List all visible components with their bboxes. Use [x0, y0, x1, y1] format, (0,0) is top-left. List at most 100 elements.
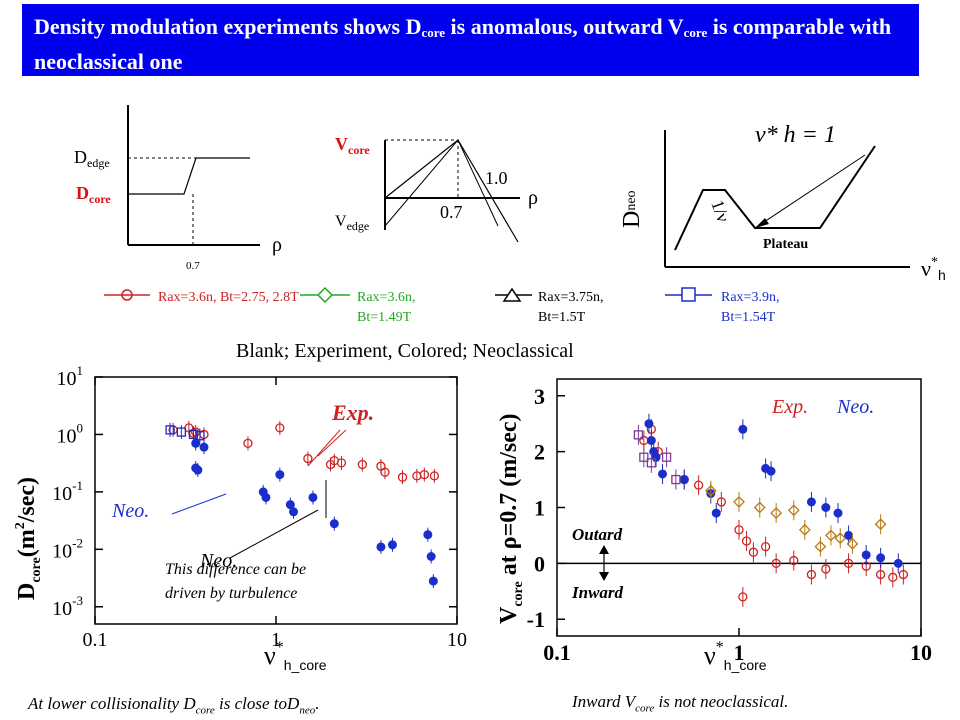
plot-right-point: [760, 541, 771, 552]
schematic1-dedge-label: Dedge: [74, 147, 110, 170]
plot-right-points: [633, 413, 909, 607]
schematic2-label-1-0: 1.0: [485, 168, 508, 188]
schematic3-y-label: Dneo: [619, 190, 645, 228]
plot-left-point: [195, 431, 205, 441]
plot-left-y-tick-label: 10-3: [52, 593, 83, 620]
plot-right-point: [874, 518, 887, 531]
plot-left-neo2-arrow: [229, 509, 319, 559]
plot-left-point: [387, 540, 397, 550]
plot-right-point: [806, 569, 817, 580]
plot-left-y-tick-label: 101: [57, 363, 84, 390]
plot-left-exp-arrow-1: [307, 429, 341, 467]
schematic2-label-0-7: 0.7: [440, 202, 463, 222]
plot-right-point: [821, 564, 831, 574]
plot-right-point: [639, 452, 649, 462]
title-text-1: Density modulation experiments shows D: [34, 14, 422, 39]
plot-right-point: [748, 547, 759, 557]
schematic3-equation: ν* h = 1: [755, 122, 836, 148]
schematic2-vcore-label: Vcore: [335, 134, 370, 157]
plot-left-exp-label: Exp.: [331, 400, 374, 425]
plot-left-point: [429, 471, 440, 481]
plot-right-point: [658, 469, 668, 479]
plot-right-neo-label: Neo.: [836, 396, 874, 418]
plot-right-point: [843, 558, 854, 569]
plot-right-point: [861, 550, 871, 560]
plot-left-neo-arrow: [171, 493, 227, 515]
plot-right-point: [633, 430, 644, 440]
schematic2-rho: ρ: [528, 187, 538, 209]
schematic3-arrow-head: [755, 218, 769, 228]
plot-left-x-tick-label: 0.1: [83, 629, 108, 651]
plot-left-y-label: Dcore(m2/sec): [13, 477, 44, 600]
plot-left-point: [397, 472, 408, 482]
plot-right-y-tick-label: 2: [534, 440, 545, 465]
schematic1-rho: ρ: [272, 234, 282, 256]
plot-left-point: [336, 458, 347, 468]
plot-right-point: [741, 536, 752, 546]
schematic3-curve: [674, 145, 876, 251]
plot-right-point: [704, 484, 717, 497]
plot-right-point: [821, 503, 831, 512]
plot-left-exp-arrow-2: [317, 429, 347, 457]
plot-left-point: [191, 438, 201, 448]
plot-right-point: [806, 497, 816, 507]
plot-right-y-label: Vcore at ρ=0.7 (m/sec): [496, 413, 526, 624]
schematic-d-profile: Dedge Dcore 0.7 ρ: [74, 105, 282, 272]
legend-markers: [104, 286, 712, 304]
blank-note: Blank; Experiment, Colored; Neoclassical: [236, 340, 574, 362]
plot-right-x-tick-label: 1: [734, 640, 745, 665]
plot-right-point: [893, 558, 903, 568]
plot-right-point: [644, 419, 654, 429]
title-banner: Density modulation experiments shows Dco…: [22, 4, 919, 76]
plot-left-point: [188, 429, 199, 440]
plot-left-point: [329, 519, 339, 529]
schematic1-x-tick: 0.7: [186, 260, 200, 272]
plot-right-x-label: ν*h_core: [704, 639, 767, 673]
plot-left-point: [357, 459, 368, 470]
schematic3-arrow-line: [754, 154, 866, 229]
plot-left-y-tick-label: 10-1: [52, 478, 83, 505]
plot-right-point: [693, 480, 704, 490]
plot-right-inward-label: Inward: [571, 583, 624, 602]
title-sub-2: core: [683, 25, 708, 40]
plot-right-y-tick-label: -1: [527, 607, 545, 632]
legend-entry-3: Rax=3.75n, Bt=1.5T: [538, 290, 604, 325]
plot-right-point: [679, 475, 689, 485]
plot-left-point: [243, 438, 253, 448]
legend-square-marker: [681, 287, 696, 302]
legend-entry-4: Rax=3.9n, Bt=1.54T: [721, 290, 780, 325]
plot-right-point: [833, 508, 843, 518]
plot-right-point: [898, 569, 909, 580]
plot-left-x-tick-label: 1: [271, 629, 281, 651]
schematic1-dcore-label: Dcore: [76, 183, 111, 206]
schematic2-v-curve: [384, 139, 519, 243]
plot-right-point: [651, 452, 661, 462]
plot-right-point: [789, 555, 799, 566]
plot-right-point: [825, 529, 837, 542]
plot-right-point: [738, 592, 748, 602]
plot-left-note-line1: This difference can be: [165, 561, 306, 578]
plot-right-point: [738, 424, 748, 434]
plot-right-point: [771, 558, 781, 569]
caption-left: At lower collisionality Dcore is close t…: [28, 694, 320, 717]
plot-left-point: [423, 530, 433, 540]
plot-left-point: [193, 465, 203, 475]
plot-right-point: [753, 501, 766, 514]
plot-right-point: [733, 495, 745, 508]
legend-entry-2: Rax=3.6n, Bt=1.49T: [357, 290, 416, 325]
plot-right-point: [875, 569, 886, 580]
plot-left-point: [176, 427, 187, 437]
title-sub-1: core: [421, 25, 446, 40]
plot-right-point: [766, 466, 776, 476]
plot-right-x-tick-label: 0.1: [543, 640, 571, 665]
title-text-3: is comparable with neoclassical one: [34, 14, 892, 74]
plot-right-point: [716, 497, 727, 507]
plot-right-y-tick-label: 0: [534, 551, 545, 576]
plot-right-down-arrowhead: [599, 572, 609, 581]
plot-right-outward-label: Outard: [572, 525, 623, 544]
caption-right: Inward Vcore is not neoclassical.: [572, 692, 789, 715]
plot-right-point: [734, 525, 744, 535]
legend-triangle-marker: [502, 287, 522, 302]
